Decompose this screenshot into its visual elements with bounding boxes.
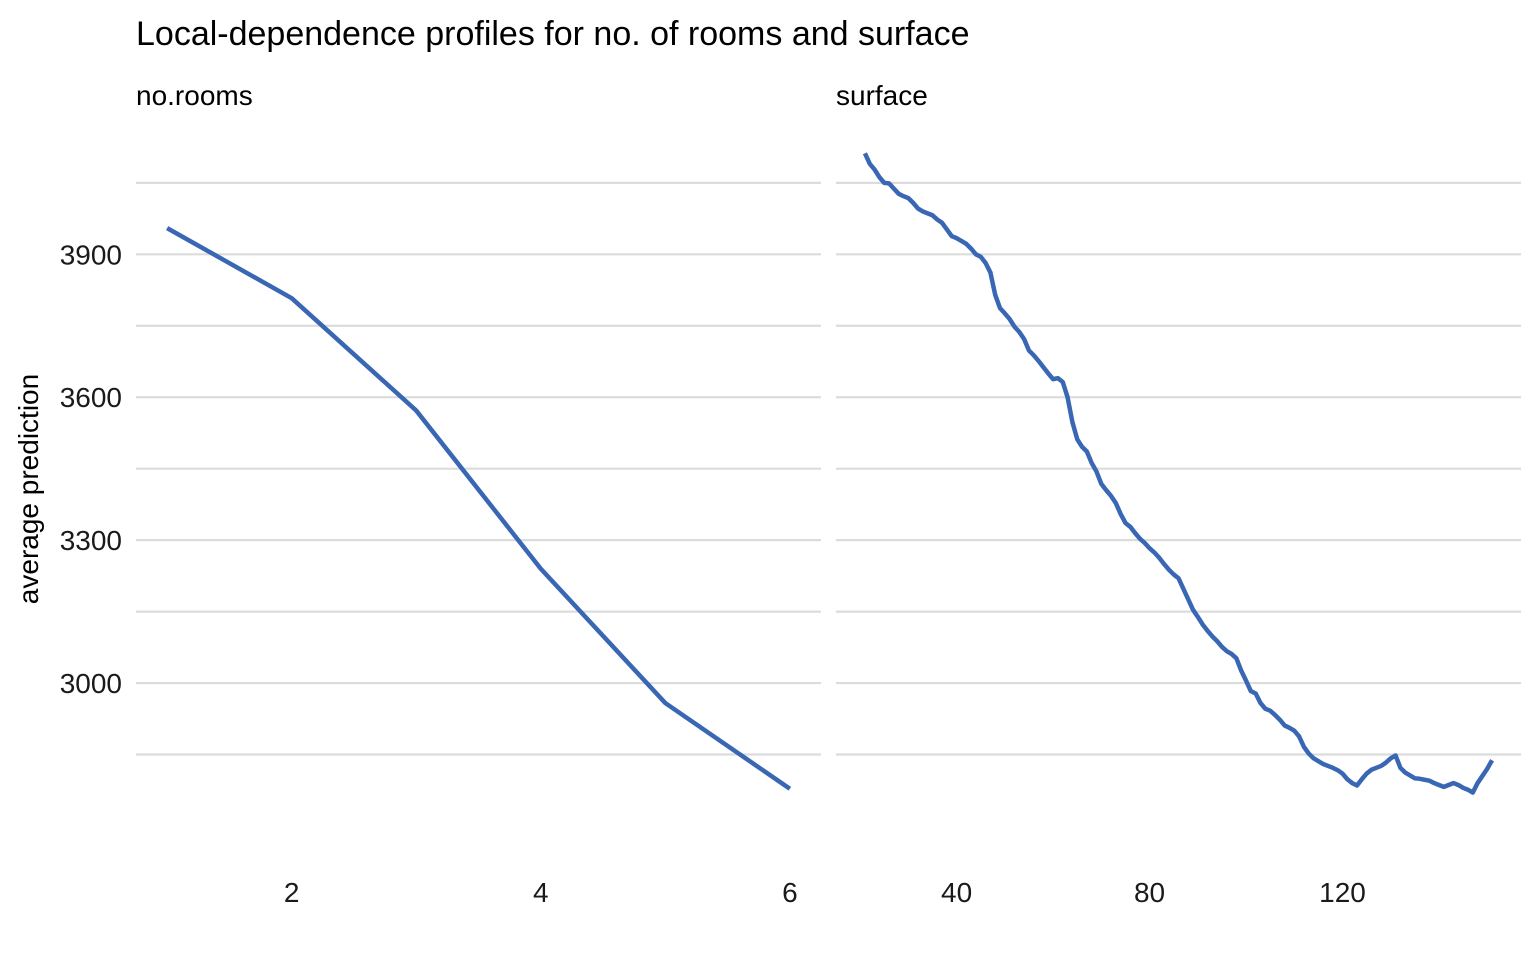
x-axis-ticks: 2 4 6 40 80 120 — [284, 877, 1366, 908]
series-line-surface — [862, 152, 1495, 795]
panel-title-no-rooms: no.rooms — [136, 80, 253, 111]
y-axis-ticks: 3000 3300 3600 3900 — [60, 239, 122, 699]
panel-title-surface: surface — [836, 80, 928, 111]
series-line-no-rooms — [166, 226, 792, 791]
y-axis-title: average prediction — [13, 374, 44, 604]
chart-title: Local-dependence profiles for no. of roo… — [136, 15, 970, 53]
y-tick-label-3000: 3000 — [60, 668, 122, 699]
y-tick-label-3900: 3900 — [60, 239, 122, 270]
x-tick-label-surface-40: 40 — [941, 877, 972, 908]
x-tick-label-no-rooms-2: 2 — [284, 877, 300, 908]
y-tick-label-3300: 3300 — [60, 525, 122, 556]
y-tick-label-3600: 3600 — [60, 382, 122, 413]
x-tick-label-surface-120: 120 — [1319, 877, 1366, 908]
x-tick-label-surface-80: 80 — [1134, 877, 1165, 908]
x-tick-label-no-rooms-4: 4 — [533, 877, 549, 908]
series — [166, 152, 1495, 795]
grid — [136, 181, 1521, 756]
x-tick-label-no-rooms-6: 6 — [782, 877, 798, 908]
